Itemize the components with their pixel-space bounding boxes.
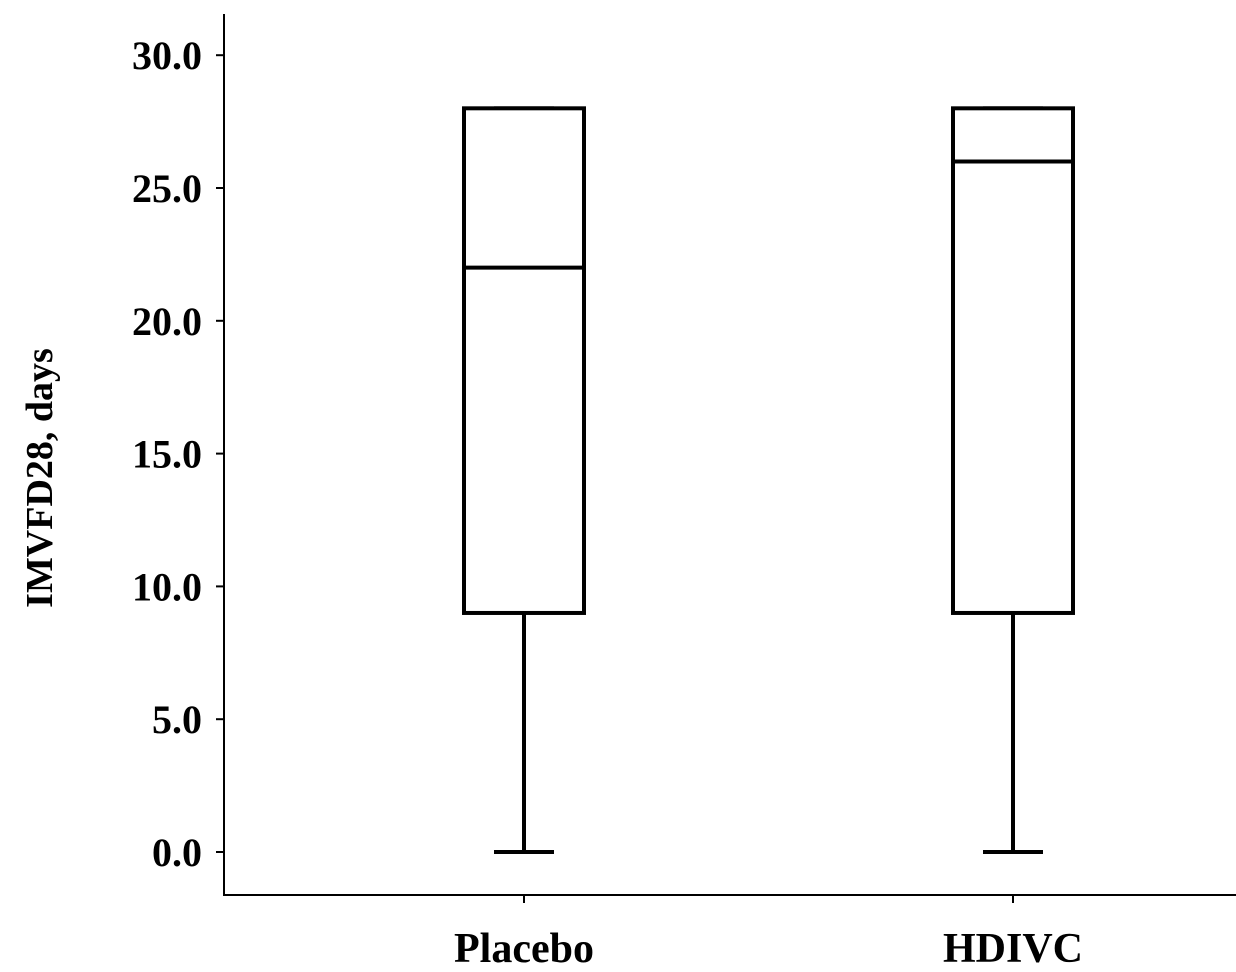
y-tick-label: 30.0 <box>132 33 202 78</box>
x-category-labels: Placebo HDIVC <box>454 926 1083 972</box>
y-tick-label: 5.0 <box>152 697 202 742</box>
x-category-label: Placebo <box>454 926 594 972</box>
iqr-box <box>462 106 586 615</box>
y-axis-title: IMVFD28, days <box>19 348 61 608</box>
y-tick-label: 20.0 <box>132 299 202 344</box>
y-tick-label: 0.0 <box>152 830 202 875</box>
y-tick-label: 10.0 <box>132 564 202 609</box>
y-tick-label: 25.0 <box>132 166 202 211</box>
iqr-box <box>951 106 1075 615</box>
box-group-placebo <box>462 106 586 903</box>
box-group-hdivc <box>951 106 1075 903</box>
y-ticks: 0.0 5.0 10.0 15.0 20.0 25.0 30.0 <box>132 33 224 875</box>
x-category-label: HDIVC <box>943 926 1083 972</box>
y-tick-label: 15.0 <box>132 432 202 477</box>
box-series <box>462 106 1075 903</box>
